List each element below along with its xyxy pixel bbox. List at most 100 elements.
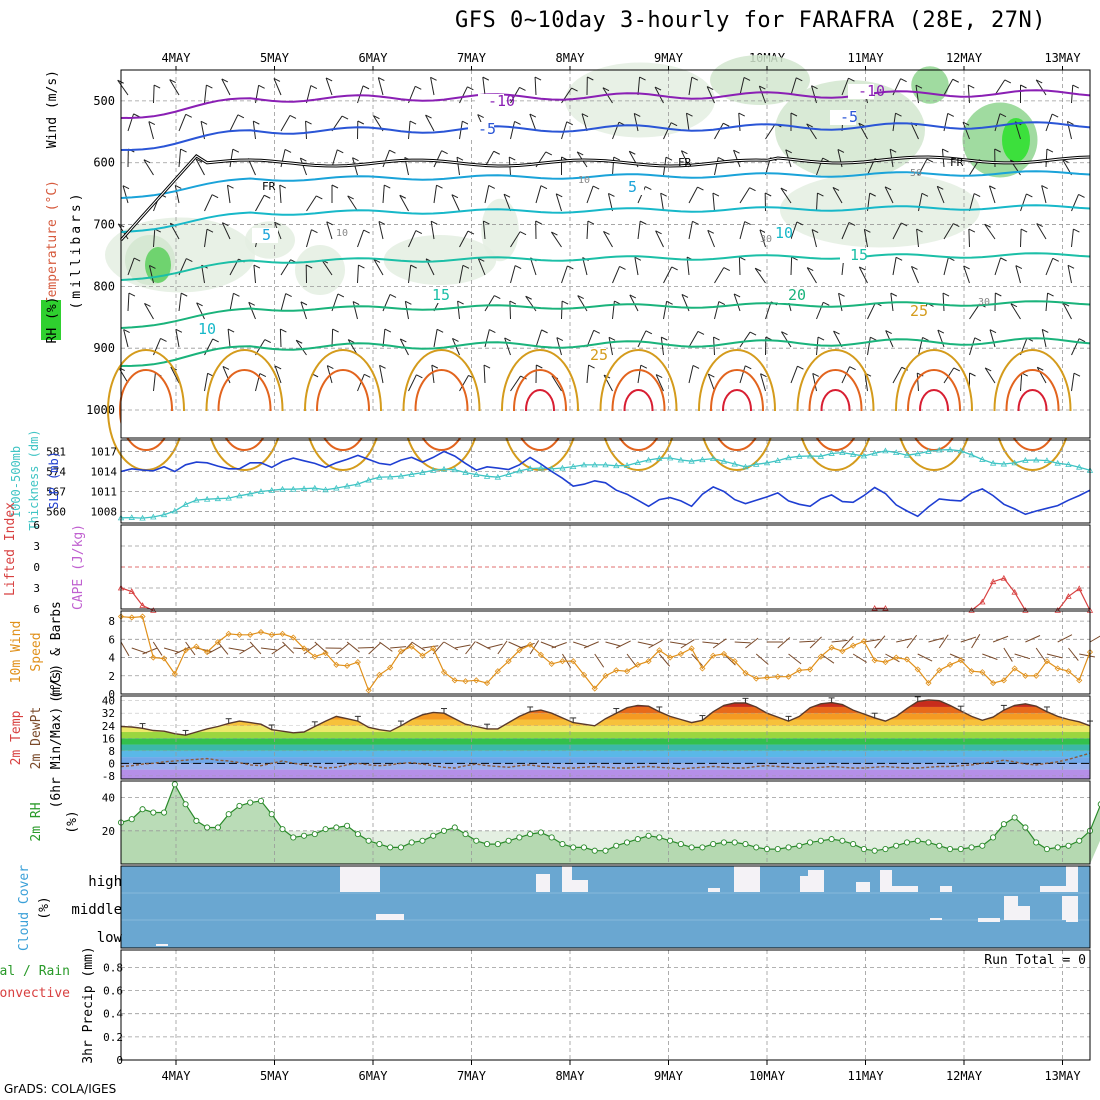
wind-barb: [943, 257, 949, 276]
wind-barb-flag: [937, 329, 945, 334]
wind-barb-flag: [837, 149, 845, 153]
wind-speed-point: [376, 671, 383, 678]
surface-wind-barb: [260, 647, 277, 651]
rh-point: [139, 806, 146, 813]
wind-barb-flag: [640, 364, 648, 369]
wind-barb: [229, 293, 234, 312]
wind-barb-flag: [133, 113, 140, 118]
wind-barb-flag: [227, 328, 235, 333]
ylabel-millibars: (millibars): [69, 190, 84, 309]
wind-speed-point: [236, 631, 243, 638]
thickness-point: [796, 452, 803, 459]
wind-barb-flag: [666, 300, 673, 305]
wind-barb: [586, 220, 589, 240]
rh-point: [257, 797, 265, 804]
lifted-index-point: [1076, 585, 1083, 592]
wind-barb: [306, 195, 317, 212]
wind-barb-flag: [962, 121, 970, 126]
y-tick-label: 700: [93, 218, 115, 232]
rh-point: [742, 841, 749, 848]
wind-barb-flag: [922, 337, 929, 341]
wind-speed-point: [354, 659, 361, 666]
wind-barb: [534, 76, 537, 96]
wind-barb: [459, 375, 469, 392]
wind-barb: [408, 374, 417, 392]
thickness-point: [731, 460, 738, 467]
wind-speed-point: [591, 685, 598, 692]
panel-precip-frame: [120, 949, 1091, 1061]
wind-barb-flag: [681, 293, 689, 298]
y-tick-label: 500: [93, 94, 115, 108]
wind-barb-flag: [253, 264, 261, 269]
wind-barb: [143, 159, 154, 176]
rh-point: [839, 837, 846, 844]
precip-tick: 0.8: [103, 961, 123, 974]
wind-barb: [321, 259, 333, 276]
wind-speed-point: [645, 658, 652, 665]
wind-barb: [714, 123, 724, 140]
rh-point: [871, 847, 878, 854]
wind-barb-flag: [525, 295, 532, 300]
wind-barb-flag: [122, 185, 130, 190]
wind-barb-flag: [456, 156, 464, 161]
ylabel-2m-rh: 2m RH: [29, 802, 44, 841]
wind-barb-flag: [870, 336, 877, 341]
wind-barb: [1067, 265, 1072, 284]
wind-barb: [204, 85, 207, 104]
wind-barb: [459, 86, 468, 104]
date-label-top: 7MAY: [457, 51, 487, 65]
wind-barb-flag: [686, 112, 693, 117]
wind-barb: [612, 157, 615, 176]
wind-barb: [633, 113, 639, 132]
wind-tick: 4: [108, 652, 115, 665]
wind-barb: [1036, 367, 1047, 384]
wind-barb-flag: [144, 302, 151, 307]
wind-barb: [811, 85, 817, 104]
surface-wind-barb: [583, 641, 599, 649]
date-label-top: 8MAY: [556, 51, 586, 65]
date-label-top: 5MAY: [260, 51, 290, 65]
wind-barb-flag: [634, 256, 642, 261]
footer-credit: GrADS: COLA/IGES: [4, 1082, 117, 1096]
wind-barb: [382, 150, 390, 168]
wind-speed-point: [602, 672, 609, 679]
isotherm-label: -10: [488, 92, 515, 110]
cloud-clear-block: [536, 874, 550, 892]
isotherm-label: 15: [432, 286, 450, 304]
thickness-point: [1076, 463, 1083, 470]
wind-barb-flag: [1036, 223, 1043, 228]
ylabel-cloud-unit: (%): [37, 896, 52, 919]
rh-point: [645, 832, 652, 839]
wind-barb: [660, 193, 664, 212]
date-label-bottom: 8MAY: [556, 1069, 586, 1083]
wind-barb: [637, 365, 642, 384]
wind-barb-flag: [885, 330, 892, 335]
thickness-point: [290, 485, 297, 492]
wind-barb-flag: [639, 76, 646, 81]
wind-barb: [196, 302, 205, 320]
wind-barb-flag: [1067, 121, 1074, 125]
ylabel-cloud-cover: Cloud Cover: [17, 865, 32, 951]
wind-barb-flag: [706, 86, 714, 91]
lifted-index-point: [1054, 607, 1061, 613]
thickness-point: [817, 452, 825, 459]
isotherm-30: [907, 369, 961, 451]
surface-wind-barb: [131, 647, 148, 654]
wind-speed-point: [656, 647, 663, 654]
thickness-point: [1011, 459, 1018, 466]
surface-wind-barb: [831, 639, 848, 643]
lifted-index-point: [1011, 588, 1018, 595]
wind-barb: [612, 266, 620, 284]
wind-barb: [608, 337, 613, 356]
wind-barb: [892, 367, 903, 384]
wind-barb-flag: [253, 120, 260, 125]
wind-barb: [408, 230, 417, 248]
surface-wind-barb: [648, 639, 663, 649]
wind-barb-flag: [431, 364, 439, 369]
temp-band: [121, 757, 1090, 764]
rh-point: [236, 802, 243, 809]
wind-barb-flag: [310, 85, 318, 89]
y-tick-label: 800: [93, 279, 115, 293]
wind-barb-flag: [457, 300, 464, 305]
rh-point: [290, 834, 297, 841]
